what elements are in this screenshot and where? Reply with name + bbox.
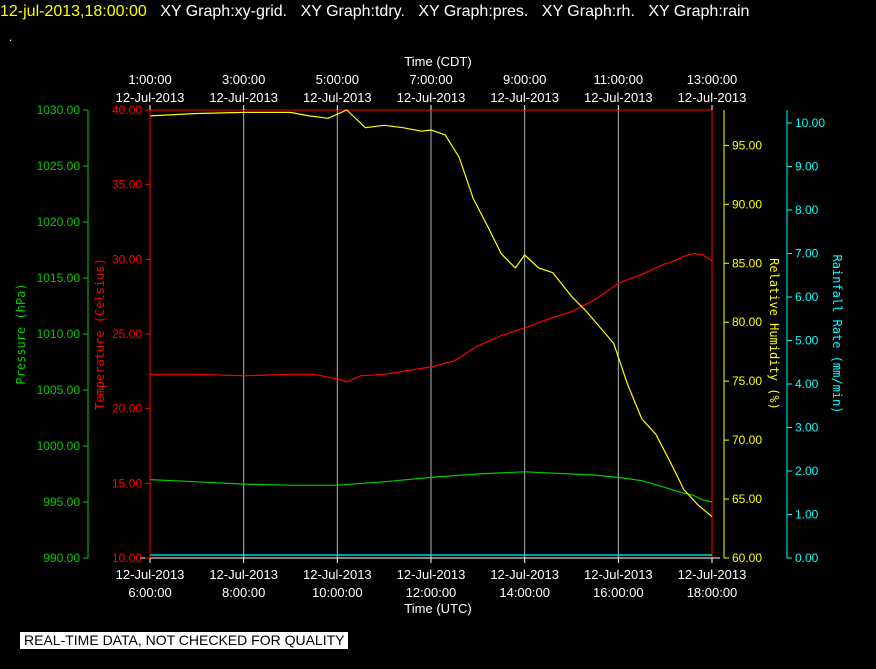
top-axis-title: Time (CDT)	[404, 54, 471, 69]
bottom-tick-label-time: 18:00:00	[687, 585, 738, 600]
top-tick-label-date: 12-Jul-2013	[303, 90, 372, 105]
quality-notice: REAL-TIME DATA, NOT CHECKED FOR QUALITY	[20, 632, 349, 649]
bottom-tick-label-time: 14:00:00	[499, 585, 550, 600]
humidity-tick-label: 85.00	[732, 256, 762, 270]
top-tick-label-time: 3:00:00	[222, 72, 265, 87]
temperature-tick-label: 10.00	[112, 551, 142, 565]
temperature-tick-label: 20.00	[112, 402, 142, 416]
pressure-tick-label: 995.00	[43, 495, 80, 509]
temperature-tick-label: 40.00	[112, 103, 142, 117]
rain-tick-label: 10.00	[795, 116, 825, 130]
rain-tick-label: 7.00	[795, 247, 819, 261]
header-graph-rh: XY Graph:rh.	[541, 3, 635, 20]
pressure-tick-label: 1005.00	[37, 383, 81, 397]
pressure-tick-label: 1000.00	[37, 439, 81, 453]
top-tick-label-time: 11:00:00	[594, 72, 644, 87]
top-tick-label-date: 12-Jul-2013	[490, 90, 559, 105]
humidity-tick-label: 95.00	[732, 138, 762, 152]
temperature-tick-label: 15.00	[112, 476, 142, 490]
rain-tick-label: 2.00	[795, 464, 819, 478]
humidity-tick-label: 80.00	[732, 315, 762, 329]
pressure-tick-label: 1025.00	[37, 159, 81, 173]
top-tick-label-time: 7:00:00	[409, 72, 452, 87]
bottom-tick-label-time: 8:00:00	[222, 585, 265, 600]
humidity-tick-label: 65.00	[732, 492, 762, 506]
bottom-tick-label-date: 12-Jul-2013	[678, 567, 747, 582]
top-tick-label-date: 12-Jul-2013	[397, 90, 466, 105]
header-dot: .	[9, 30, 13, 44]
humidity-tick-label: 60.00	[732, 551, 762, 565]
axes-layer: 1:00:00 12-Jul-2013 12-Jul-2013 6:00:00 3:00…	[37, 72, 826, 600]
rain-tick-label: 4.00	[795, 377, 819, 391]
bottom-tick-label-time: 10:00:00	[312, 585, 363, 600]
header-graph-tdry: XY Graph:tdry.	[300, 3, 405, 20]
rain-tick-label: 3.00	[795, 421, 819, 435]
temperature-axis-title: Temperature (Celsius)	[93, 258, 107, 410]
rain-tick-label: 6.00	[795, 290, 819, 304]
rain-tick-label: 0.00	[795, 551, 819, 565]
bottom-tick-label-date: 12-Jul-2013	[303, 567, 372, 582]
top-tick-label-time: 13:00:00	[687, 72, 738, 87]
pressure-tick-label: 1030.00	[37, 103, 81, 117]
header-graph-pres: XY Graph:pres.	[418, 3, 529, 20]
bottom-tick-label-date: 12-Jul-2013	[116, 567, 185, 582]
top-tick-label-time: 5:00:00	[316, 72, 359, 87]
series-layer	[149, 109, 713, 556]
rain-tick-label: 5.00	[795, 334, 819, 348]
bottom-tick-label-date: 12-Jul-2013	[209, 567, 278, 582]
top-tick-label-date: 12-Jul-2013	[584, 90, 653, 105]
tdry-series-line	[150, 252, 713, 383]
rain-tick-label: 1.00	[795, 508, 819, 522]
pressure-tick-label: 990.00	[43, 551, 80, 565]
grid-layer	[243, 110, 619, 558]
pressure-tick-label: 1010.00	[37, 327, 81, 341]
pressure-tick-label: 1015.00	[37, 271, 81, 285]
top-tick-label-date: 12-Jul-2013	[116, 90, 185, 105]
bottom-tick-label-date: 12-Jul-2013	[490, 567, 559, 582]
bottom-tick-label-time: 12:00:00	[406, 585, 457, 600]
header-graph-xy-grid: XY Graph:xy-grid.	[160, 3, 288, 20]
rain-tick-label: 8.00	[795, 203, 819, 217]
bottom-tick-label-date: 12-Jul-2013	[584, 567, 653, 582]
bottom-tick-label-time: 16:00:00	[593, 585, 644, 600]
top-tick-label-time: 9:00:00	[503, 72, 546, 87]
rh-series-line	[149, 109, 713, 518]
rain-tick-label: 9.00	[795, 160, 819, 174]
bottom-tick-label-date: 12-Jul-2013	[397, 567, 466, 582]
graph-header: 12-jul-2013,18:00:00 XY Graph:xy-grid. X…	[0, 3, 749, 25]
pressure-axis-title: Pressure (hPa)	[14, 283, 28, 384]
humidity-axis-title: Relative Humidity (%)	[767, 258, 781, 410]
humidity-tick-label: 90.00	[732, 197, 762, 211]
rain-axis-title: Rainfall Rate (mm/min)	[830, 255, 844, 414]
temperature-tick-label: 30.00	[112, 252, 142, 266]
humidity-tick-label: 70.00	[732, 433, 762, 447]
top-tick-label-date: 12-Jul-2013	[209, 90, 278, 105]
temperature-tick-label: 35.00	[112, 178, 142, 192]
humidity-tick-label: 75.00	[732, 374, 762, 388]
temperature-tick-label: 25.00	[112, 327, 142, 341]
pres-series-line	[149, 471, 713, 503]
top-tick-label-date: 12-Jul-2013	[678, 90, 747, 105]
pressure-tick-label: 1020.00	[37, 215, 81, 229]
top-tick-label-time: 1:00:00	[128, 72, 171, 87]
bottom-axis-title: Time (UTC)	[404, 601, 471, 616]
header-graph-rain: XY Graph:rain	[648, 3, 750, 20]
bottom-tick-label-time: 6:00:00	[128, 585, 171, 600]
header-datetime: 12-jul-2013,18:00:00	[0, 3, 147, 20]
